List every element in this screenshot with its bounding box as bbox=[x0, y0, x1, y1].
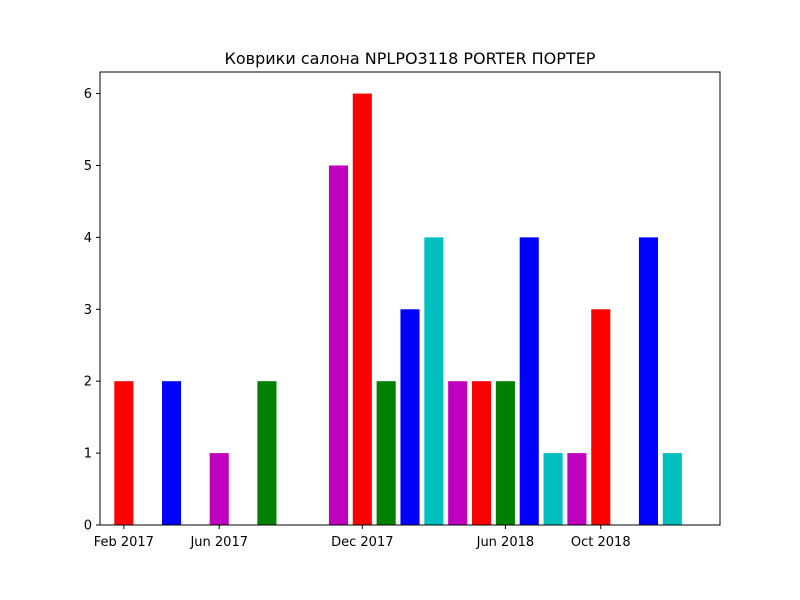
bar-2017-06 bbox=[209, 453, 229, 525]
y-tick-label: 3 bbox=[84, 303, 92, 318]
y-axis: 0 1 2 3 4 5 6 bbox=[84, 87, 100, 534]
y-tick-label: 2 bbox=[84, 375, 92, 390]
y-tick-label: 0 bbox=[84, 519, 92, 534]
bar-2017-08 bbox=[257, 381, 277, 525]
bar-2017-02 bbox=[114, 381, 134, 525]
bar-2018-06 bbox=[495, 381, 515, 525]
y-tick-label: 1 bbox=[84, 447, 92, 462]
bar-2018-02 bbox=[400, 309, 420, 525]
bar-2017-12 bbox=[352, 93, 372, 525]
bar-2018-08 bbox=[543, 453, 563, 525]
y-tick-label: 4 bbox=[84, 231, 92, 246]
bar-2018-09 bbox=[567, 453, 587, 525]
y-tick-label: 6 bbox=[84, 87, 92, 102]
x-tick-label: Oct 2018 bbox=[571, 535, 631, 550]
x-tick-label: Jun 2018 bbox=[476, 535, 535, 550]
x-tick-label: Feb 2017 bbox=[94, 535, 154, 550]
chart-title: Коврики салона NPLPO3118 PORTER ПОРТЕР bbox=[225, 49, 596, 68]
bar-2018-03 bbox=[424, 237, 444, 525]
x-tick-label: Dec 2017 bbox=[331, 535, 393, 550]
bar-2017-04 bbox=[162, 381, 182, 525]
x-tick-label: Jun 2017 bbox=[189, 535, 248, 550]
bars-group bbox=[114, 93, 682, 526]
bar-2018-05 bbox=[472, 381, 492, 525]
x-axis: Feb 2017 Jun 2017 Dec 2017 Jun 2018 Oct 2018 bbox=[94, 525, 631, 550]
plot-frame bbox=[99, 71, 721, 526]
bar-2018-12 bbox=[638, 237, 658, 525]
y-tick-label: 5 bbox=[84, 159, 92, 174]
bar-2017-11 bbox=[328, 165, 348, 526]
bar-2018-07 bbox=[519, 237, 539, 525]
bar-2019-01 bbox=[662, 453, 682, 525]
bar-2018-04 bbox=[448, 381, 468, 525]
bar-2018-10 bbox=[591, 309, 611, 525]
bar-2018-01 bbox=[376, 381, 396, 525]
